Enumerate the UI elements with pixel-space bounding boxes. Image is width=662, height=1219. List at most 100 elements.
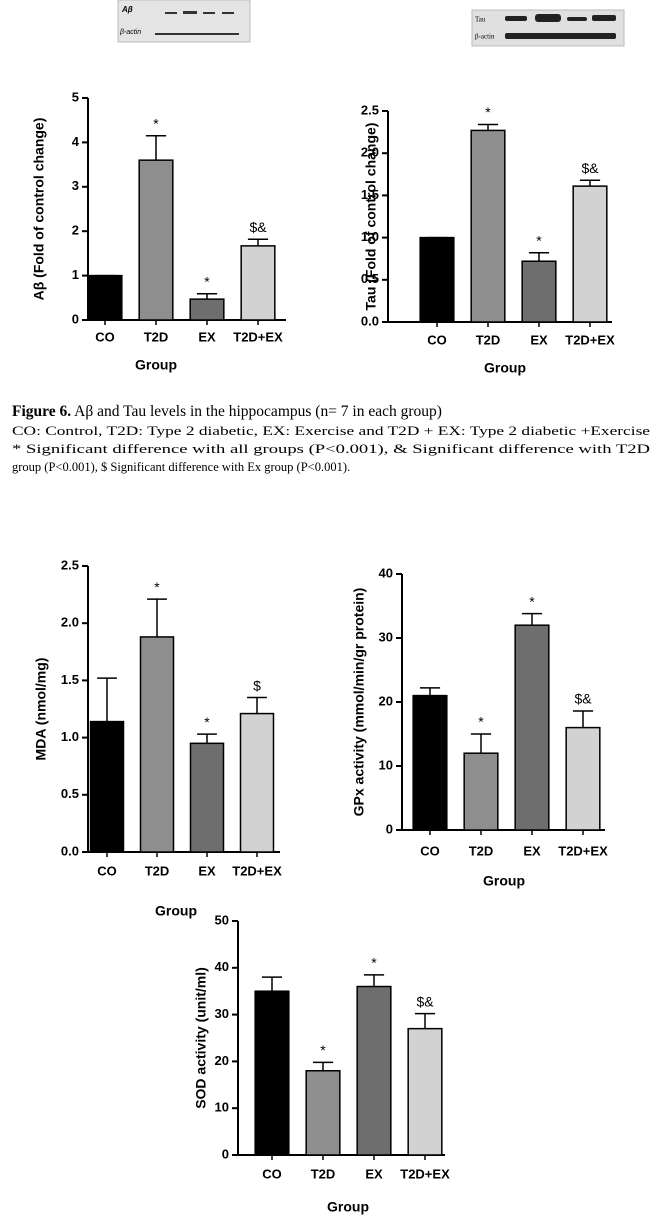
significance-mark: * (320, 1042, 326, 1058)
blot-label: Tau (475, 16, 486, 24)
y-tick-label: 1.0 (61, 729, 79, 744)
y-tick-label: 50 (215, 912, 229, 927)
bar (239, 712, 275, 853)
y-axis-label: SOD activity (unit/ml) (193, 967, 209, 1109)
x-tick-label: CO (427, 332, 447, 347)
caption-line: * Significant difference with all groups… (12, 442, 650, 456)
bar (87, 274, 123, 321)
x-tick-label: CO (97, 863, 117, 878)
y-axis-label: Aβ (Fold of control change) (31, 118, 47, 301)
y-tick-label: 1 (72, 267, 79, 282)
bar (565, 726, 601, 831)
bar (189, 298, 225, 321)
y-tick-label: 10 (215, 1100, 229, 1115)
y-tick-label: 10 (379, 757, 393, 772)
significance-mark: * (204, 714, 210, 730)
x-tick-label: T2D+EX (400, 1166, 450, 1181)
bar (412, 694, 448, 831)
y-tick-label: 30 (215, 1006, 229, 1021)
blot-label: Aβ (121, 5, 133, 14)
y-tick-label: 5 (72, 89, 79, 104)
x-tick-label: T2D (311, 1166, 336, 1181)
blot-bands (155, 11, 239, 35)
caption-title: Figure 6. Aβ and Tau levels in the hippo… (12, 403, 442, 420)
caption-line: CO: Control, T2D: Type 2 diabetic, EX: E… (12, 424, 651, 438)
x-tick-label: T2D (469, 843, 494, 858)
bar (470, 129, 506, 323)
bar (139, 636, 175, 853)
y-tick-label: 2.0 (361, 145, 379, 160)
significance-mark: * (371, 955, 377, 971)
y-tick-label: 0 (222, 1146, 229, 1161)
x-tick-label: T2D (144, 329, 169, 344)
bar (407, 1027, 443, 1156)
blot-bands (505, 14, 616, 39)
significance-mark: $& (249, 219, 267, 235)
y-tick-label: 0.0 (61, 843, 79, 858)
y-tick-label: 4 (72, 134, 80, 149)
x-tick-label: T2D (145, 863, 170, 878)
y-tick-label: 0.5 (361, 271, 379, 286)
y-tick-label: 2.0 (61, 615, 79, 630)
bar (463, 752, 499, 831)
y-tick-label: 40 (215, 959, 229, 974)
figure-label: Figure 6. (12, 403, 71, 420)
x-tick-label: EX (198, 863, 216, 878)
bar (514, 624, 550, 831)
bar (138, 159, 174, 321)
y-tick-label: 2 (72, 223, 79, 238)
y-tick-label: 2.5 (361, 102, 379, 117)
significance-mark: * (154, 579, 160, 595)
y-tick-label: 0.5 (61, 786, 79, 801)
significance-mark: * (153, 115, 159, 131)
y-tick-label: 3 (72, 178, 79, 193)
y-axis-label: MDA (nmol/mg) (33, 658, 49, 761)
significance-mark: $& (581, 160, 599, 176)
bar (254, 990, 290, 1156)
y-tick-label: 20 (379, 693, 393, 708)
x-tick-label: CO (262, 1166, 282, 1181)
x-axis-label: Group (135, 357, 177, 373)
caption-line: group (P<0.001), $ Significant differenc… (12, 460, 350, 474)
y-axis-label: GPx activity (mmol/min/gr protein) (351, 588, 367, 817)
bar (189, 742, 225, 853)
bar (521, 260, 557, 323)
y-tick-label: 20 (215, 1053, 229, 1068)
x-tick-label: CO (420, 843, 440, 858)
blot-label: β-actin (119, 29, 141, 36)
x-tick-label: CO (95, 329, 115, 344)
x-axis-label: Group (327, 1199, 369, 1215)
y-tick-label: 2.5 (61, 557, 79, 572)
y-tick-label: 1.5 (361, 187, 379, 202)
bar (240, 245, 276, 321)
y-tick-label: 1.0 (361, 229, 379, 244)
bar (419, 236, 455, 323)
x-tick-label: T2D+EX (565, 332, 615, 347)
y-axis-label: Tau (Fold of control change) (363, 123, 379, 311)
blot-label: β-actin (475, 33, 495, 41)
significance-mark: $& (574, 691, 592, 707)
significance-mark: * (529, 593, 535, 609)
significance-mark: $& (416, 993, 434, 1009)
bar (356, 985, 392, 1156)
x-tick-label: T2D (476, 332, 501, 347)
caption-text: Aβ and Tau levels in the hippocampus (n=… (74, 403, 442, 420)
significance-mark: * (478, 714, 484, 730)
x-tick-label: EX (365, 1166, 383, 1181)
bar (305, 1070, 341, 1156)
x-axis-label: Group (155, 903, 197, 919)
y-tick-label: 30 (379, 629, 393, 644)
x-axis-label: Group (484, 360, 526, 376)
y-tick-label: 0 (386, 821, 393, 836)
y-tick-label: 40 (379, 565, 393, 580)
significance-mark: * (204, 274, 210, 290)
y-tick-label: 0 (72, 311, 79, 326)
x-tick-label: T2D+EX (233, 329, 283, 344)
significance-mark: $ (253, 677, 261, 693)
x-tick-label: T2D+EX (232, 863, 282, 878)
bar (572, 185, 608, 323)
x-tick-label: T2D+EX (558, 843, 608, 858)
x-axis-label: Group (483, 873, 525, 889)
y-tick-label: 0.0 (361, 313, 379, 328)
